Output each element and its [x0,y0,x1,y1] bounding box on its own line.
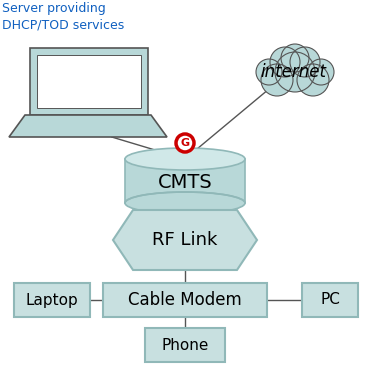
Polygon shape [30,48,148,115]
Ellipse shape [125,192,245,214]
Text: Laptop: Laptop [26,292,78,307]
Circle shape [275,52,315,92]
Polygon shape [37,55,141,108]
Text: Server providing
DHCP/TOD services: Server providing DHCP/TOD services [2,2,124,31]
Circle shape [175,133,195,153]
Text: PC: PC [320,292,340,307]
Text: Cable Modem: Cable Modem [128,291,242,309]
Text: Phone: Phone [161,338,209,352]
Text: internet: internet [260,63,326,81]
Polygon shape [145,328,225,362]
Text: CMTS: CMTS [158,173,212,192]
Polygon shape [125,159,245,203]
Polygon shape [103,283,267,317]
Circle shape [270,47,300,77]
Polygon shape [113,210,257,270]
Circle shape [290,47,320,77]
Text: RF Link: RF Link [152,231,218,249]
Circle shape [256,59,282,85]
Circle shape [308,59,334,85]
Polygon shape [14,283,90,317]
Circle shape [261,64,293,96]
Polygon shape [9,115,167,137]
Polygon shape [302,283,358,317]
Text: G: G [181,138,189,148]
Circle shape [281,44,309,72]
Circle shape [297,64,329,96]
Ellipse shape [125,148,245,170]
